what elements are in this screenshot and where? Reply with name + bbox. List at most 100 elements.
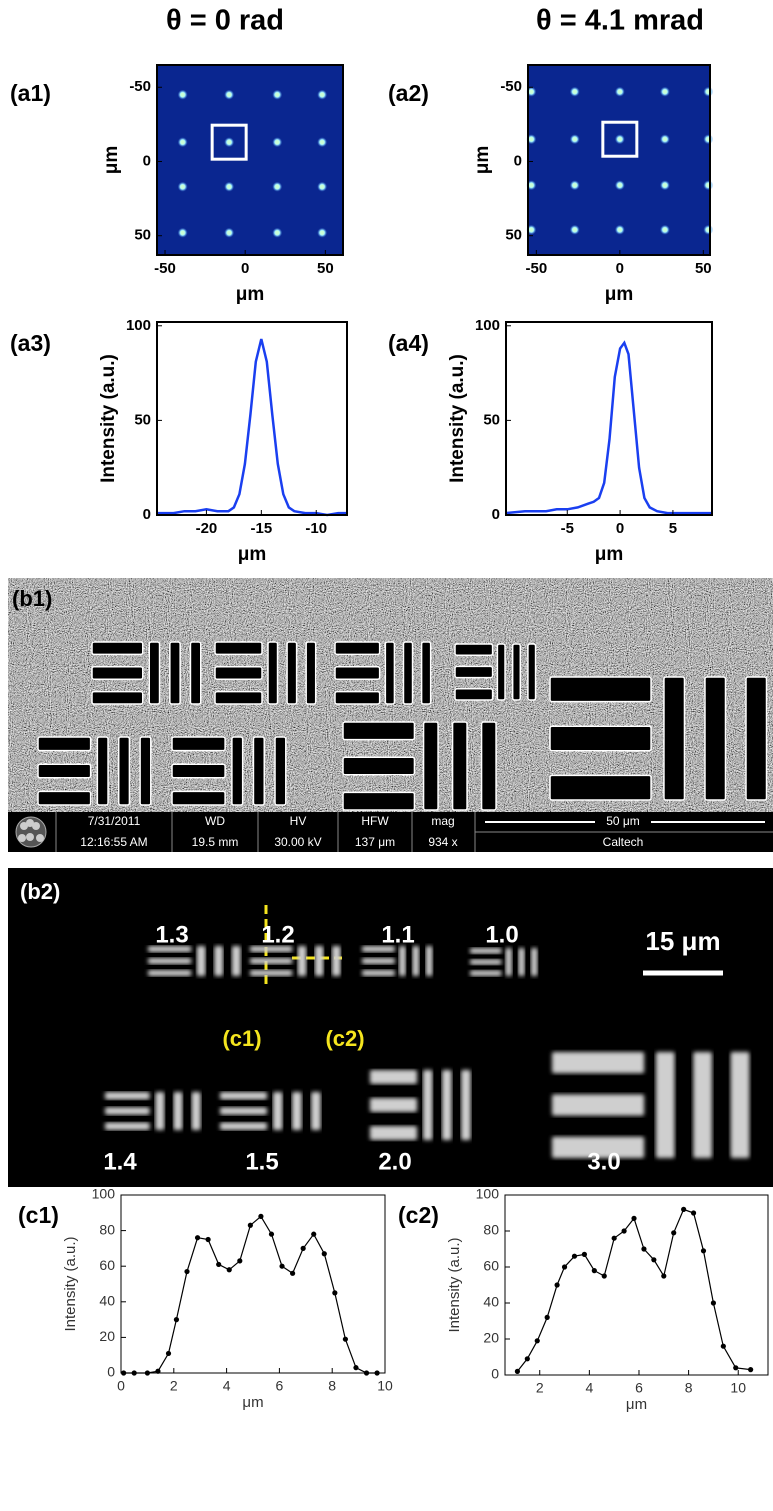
x-tick-label: 0 — [616, 260, 624, 277]
group-label: 1.0 — [485, 921, 518, 948]
h-bar — [362, 970, 395, 976]
h-bar — [470, 970, 502, 976]
institution: Caltech — [603, 835, 644, 849]
v-bar — [730, 1052, 750, 1158]
data-point — [216, 1261, 222, 1268]
v-bar — [96, 736, 109, 806]
info-text: 7/31/2011 — [88, 814, 141, 828]
y-tick-label: 20 — [483, 1330, 499, 1346]
v-bar — [461, 1070, 471, 1140]
y-tick-label: 50 — [134, 227, 151, 244]
v-bar — [663, 676, 686, 801]
v-bar — [155, 1092, 165, 1130]
h-bar — [91, 690, 144, 705]
h-bar — [214, 690, 263, 705]
h-bar — [370, 1070, 417, 1084]
y-axis-label: Intensity (a.u.) — [446, 1237, 463, 1332]
spot — [662, 183, 667, 188]
info-text: HFW — [361, 814, 389, 828]
spot — [275, 92, 280, 97]
data-point — [733, 1365, 739, 1371]
x-axis-label: μm — [238, 544, 267, 565]
y-tick-label: 50 — [505, 227, 522, 244]
x-axis-label: μm — [605, 284, 634, 305]
spot — [320, 230, 325, 235]
h-bar — [171, 736, 226, 752]
y-tick-label: 40 — [99, 1293, 115, 1309]
v-bar — [189, 641, 202, 705]
x-tick-label: -15 — [250, 520, 272, 537]
v-bar — [139, 736, 152, 806]
logo-dot — [32, 822, 40, 830]
scale-bar-gap — [595, 814, 651, 830]
y-tick-label: 100 — [126, 317, 151, 334]
spot — [572, 137, 577, 142]
h-bar — [91, 641, 144, 656]
data-point — [710, 1300, 717, 1306]
v-bar — [480, 721, 497, 811]
h-bar — [171, 790, 226, 806]
spot — [180, 230, 185, 235]
h-bar — [552, 1052, 645, 1074]
x-tick-label: 6 — [276, 1378, 284, 1394]
data-line — [157, 338, 347, 517]
data-point — [184, 1268, 190, 1275]
spot — [320, 140, 325, 145]
h-bar — [171, 763, 226, 779]
plot-frame — [156, 321, 348, 516]
info-text: 137 μm — [355, 835, 395, 849]
v-bar — [314, 946, 324, 976]
plot-frame — [505, 321, 713, 516]
v-bar — [274, 736, 287, 806]
x-tick-label: 0 — [616, 520, 624, 537]
data-point — [247, 1222, 253, 1228]
v-bar — [704, 676, 727, 801]
data-point — [173, 1317, 180, 1323]
group-label: 1.3 — [155, 921, 188, 948]
data-point — [561, 1264, 568, 1270]
h-bar — [549, 774, 652, 801]
spot — [617, 183, 622, 188]
h-bar — [454, 643, 494, 656]
y-tick-label: -50 — [500, 78, 522, 95]
data-point — [690, 1210, 697, 1216]
v-bar — [527, 643, 537, 701]
spot — [227, 92, 232, 97]
data-point — [514, 1368, 521, 1374]
data-point — [311, 1231, 317, 1237]
info-text: 12:16:55 AM — [80, 835, 147, 849]
h-bar — [148, 946, 192, 952]
data-point — [544, 1314, 550, 1320]
data-point — [194, 1235, 201, 1241]
spot — [572, 89, 577, 94]
h-bar — [220, 1107, 267, 1115]
chart: (c2) 0 20 40 60 80 100 2 4 6 8 10 μm Intensity (a.u.) — [398, 1186, 769, 1413]
y-axis-label: Intensity (a.u.) — [62, 1236, 79, 1331]
x-tick-label: 10 — [377, 1378, 393, 1394]
y-tick-label: -50 — [129, 78, 151, 95]
h-bar — [334, 690, 381, 705]
x-tick-label: 6 — [635, 1380, 643, 1396]
plot-frame — [504, 1194, 769, 1376]
v-bar — [311, 1092, 321, 1130]
y-tick-label: 0 — [514, 152, 522, 169]
y-tick-label: 50 — [483, 411, 500, 428]
h-bar — [37, 763, 92, 779]
x-tick-label: 5 — [669, 520, 677, 537]
v-bar — [496, 643, 506, 701]
y-tick-label: 0 — [491, 1366, 499, 1382]
data-point — [621, 1228, 627, 1234]
v-bar — [173, 1092, 183, 1130]
h-bar — [470, 959, 502, 965]
h-bar — [91, 666, 144, 680]
y-axis-label: μm — [101, 146, 122, 175]
y-tick-label: 100 — [476, 1186, 500, 1202]
v-bar — [451, 721, 468, 811]
chart: (a3) 0 50 100 -20 -15 -10 μm Intensity (a.u.) — [10, 317, 348, 565]
optical-image: (b2) 15 μm (c1) (c2) 1.3 1.2 1.1 1.0 1.4 1.5 2… — [8, 868, 773, 1187]
h-bar — [105, 1107, 150, 1115]
y-tick-label: 80 — [483, 1222, 499, 1238]
line-label: (c1) — [222, 1026, 261, 1051]
h-bar — [250, 946, 293, 952]
